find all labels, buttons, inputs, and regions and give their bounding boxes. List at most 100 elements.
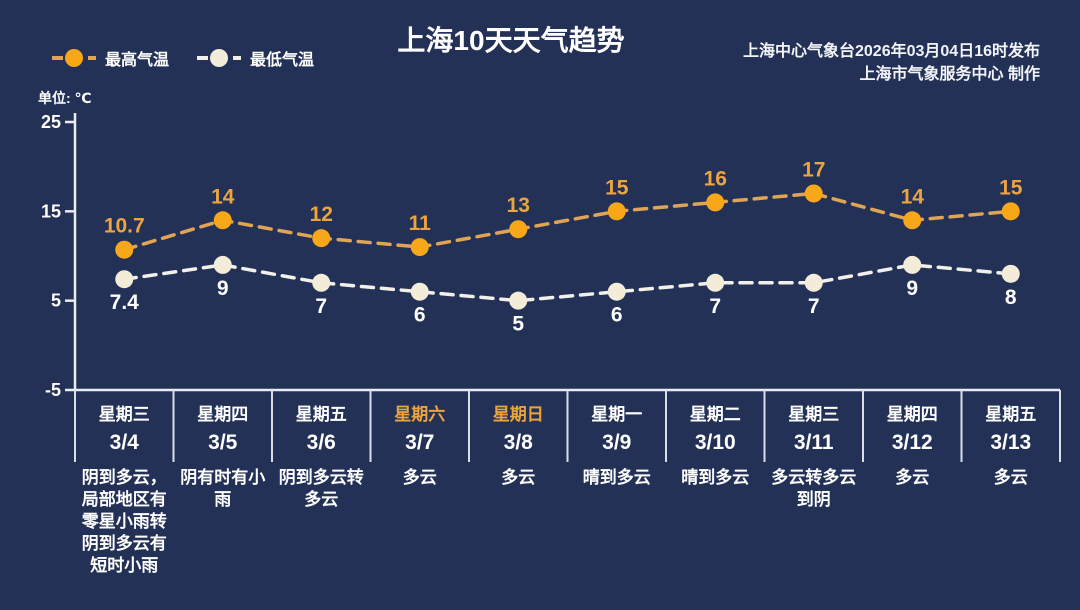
date-label: 3/4 [109, 431, 139, 454]
date-label: 3/9 [602, 431, 632, 454]
high-temp-value: 16 [704, 167, 727, 190]
day-column: 星期三 3/4 阴到多云，局部地区有零星小雨转阴到多云有短时小雨 [75, 394, 174, 577]
weather-description: 阴到多云，局部地区有零星小雨转阴到多云有短时小雨 [81, 468, 167, 575]
y-axis-tick-label: 25 [41, 112, 61, 132]
high-temp-point [410, 238, 429, 257]
publisher-line1: 上海中心气象台2026年03月04日16时发布 [743, 43, 1040, 60]
date-label: 3/7 [405, 431, 435, 454]
weather-description: 晴到多云 [582, 468, 651, 487]
date-label: 3/8 [503, 431, 533, 454]
weather-description: 阴到多云转多云 [278, 468, 364, 509]
legend-high-label: 最高气温 [105, 52, 170, 69]
date-label: 3/11 [793, 431, 834, 454]
low-temp-point [115, 270, 134, 289]
high-temp-point [213, 211, 232, 230]
low-temp-value: 6 [414, 304, 426, 327]
publisher-info: 上海中心气象台2026年03月04日16时发布 上海市气象服务中心 制作 [743, 40, 1040, 86]
weekday-label: 星期六 [394, 405, 446, 424]
high-temp-value: 15 [605, 176, 629, 199]
high-temp-value: 17 [802, 158, 825, 181]
low-temp-marker-icon [197, 49, 242, 67]
low-temp-value: 6 [611, 304, 623, 327]
weekday-label: 星期四 [886, 405, 938, 424]
low-temp-value: 7 [315, 295, 327, 318]
low-temp-line [122, 263, 1013, 303]
page-title: 上海10天天气趋势 [397, 25, 625, 56]
low-temp-point [607, 282, 626, 301]
day-column: 星期六 3/7 多云 [371, 394, 470, 577]
low-temp-value: 9 [906, 277, 918, 300]
weekday-label: 星期五 [985, 405, 1037, 424]
low-temp-point [706, 273, 725, 292]
day-columns: 星期三 3/4 阴到多云，局部地区有零星小雨转阴到多云有短时小雨 星期四 3/5… [75, 394, 1060, 577]
date-label: 3/13 [990, 431, 1032, 454]
weather-description: 多云 [402, 468, 437, 487]
high-temp-value: 11 [409, 212, 432, 235]
weekday-label: 星期三 [98, 405, 150, 424]
high-temp-point [312, 229, 331, 248]
weekday-label: 星期一 [591, 405, 643, 424]
day-column: 星期日 3/8 多云 [469, 394, 568, 577]
day-column: 星期一 3/9 晴到多云 [568, 394, 667, 577]
weekday-label: 星期五 [295, 405, 347, 424]
y-axis-tick-label: -5 [45, 380, 61, 400]
low-temp-point [213, 255, 232, 274]
weekday-label: 星期二 [689, 405, 741, 424]
low-temp-point [1001, 264, 1020, 283]
day-column: 星期五 3/13 多云 [962, 394, 1061, 577]
low-temp-value: 9 [217, 277, 229, 300]
day-column: 星期四 3/12 多云 [863, 394, 962, 577]
date-label: 3/10 [694, 431, 736, 454]
y-axis-tick-label: 5 [51, 291, 61, 311]
weekday-label: 星期四 [197, 405, 249, 424]
day-column: 星期五 3/6 阴到多云转多云 [272, 394, 371, 577]
legend-low-label: 最低气温 [250, 52, 315, 69]
chart-legend: 最高气温 最低气温 [52, 46, 314, 70]
weather-description: 多云 [993, 468, 1028, 487]
weather-description: 多云 [501, 468, 536, 487]
high-temp-point [1001, 202, 1020, 221]
high-temp-value: 12 [310, 203, 333, 226]
weekday-label: 星期三 [788, 405, 840, 424]
low-temp-value: 7 [709, 295, 721, 318]
high-temp-value: 14 [901, 185, 925, 208]
y-axis-tick-label: 15 [41, 201, 61, 221]
low-temp-point [410, 282, 429, 301]
high-temp-point [804, 184, 823, 203]
weekday-label: 星期日 [492, 405, 544, 424]
publisher-line2: 上海市气象服务中心 制作 [859, 66, 1040, 83]
high-temp-value: 14 [211, 185, 235, 208]
low-temp-value: 5 [512, 313, 524, 336]
weather-description: 晴到多云 [681, 468, 750, 487]
high-temp-point [903, 211, 922, 230]
low-temp-point [804, 273, 823, 292]
low-temp-value: 8 [1005, 286, 1017, 309]
unit-label: 单位: ℃ [38, 90, 92, 106]
high-temp-marker-icon [52, 49, 96, 67]
day-column: 星期四 3/5 阴有时有小雨 [174, 394, 273, 577]
weather-description: 多云转多云到阴 [771, 468, 857, 509]
high-temp-point [607, 202, 626, 221]
high-temp-value: 10.7 [104, 215, 145, 238]
low-temp-point [903, 255, 922, 274]
low-temp-point [509, 291, 528, 310]
low-temp-point [312, 273, 331, 292]
day-column: 星期三 3/11 多云转多云到阴 [765, 394, 864, 577]
high-temp-point [706, 193, 725, 212]
legend-item-low: 最低气温 [197, 46, 314, 70]
date-label: 3/5 [208, 431, 238, 454]
high-temp-value: 15 [999, 176, 1023, 199]
weather-description: 阴有时有小雨 [180, 468, 266, 509]
high-temp-point [115, 240, 134, 259]
high-temp-point [509, 220, 528, 239]
date-label: 3/12 [891, 431, 933, 454]
date-label: 3/6 [306, 431, 336, 454]
low-temp-value: 7 [808, 295, 820, 318]
legend-item-high: 最高气温 [52, 46, 169, 70]
high-temp-line [122, 191, 1013, 252]
day-column: 星期二 3/10 晴到多云 [666, 394, 765, 577]
low-temp-value: 7.4 [110, 291, 140, 314]
weather-description: 多云 [895, 468, 930, 487]
